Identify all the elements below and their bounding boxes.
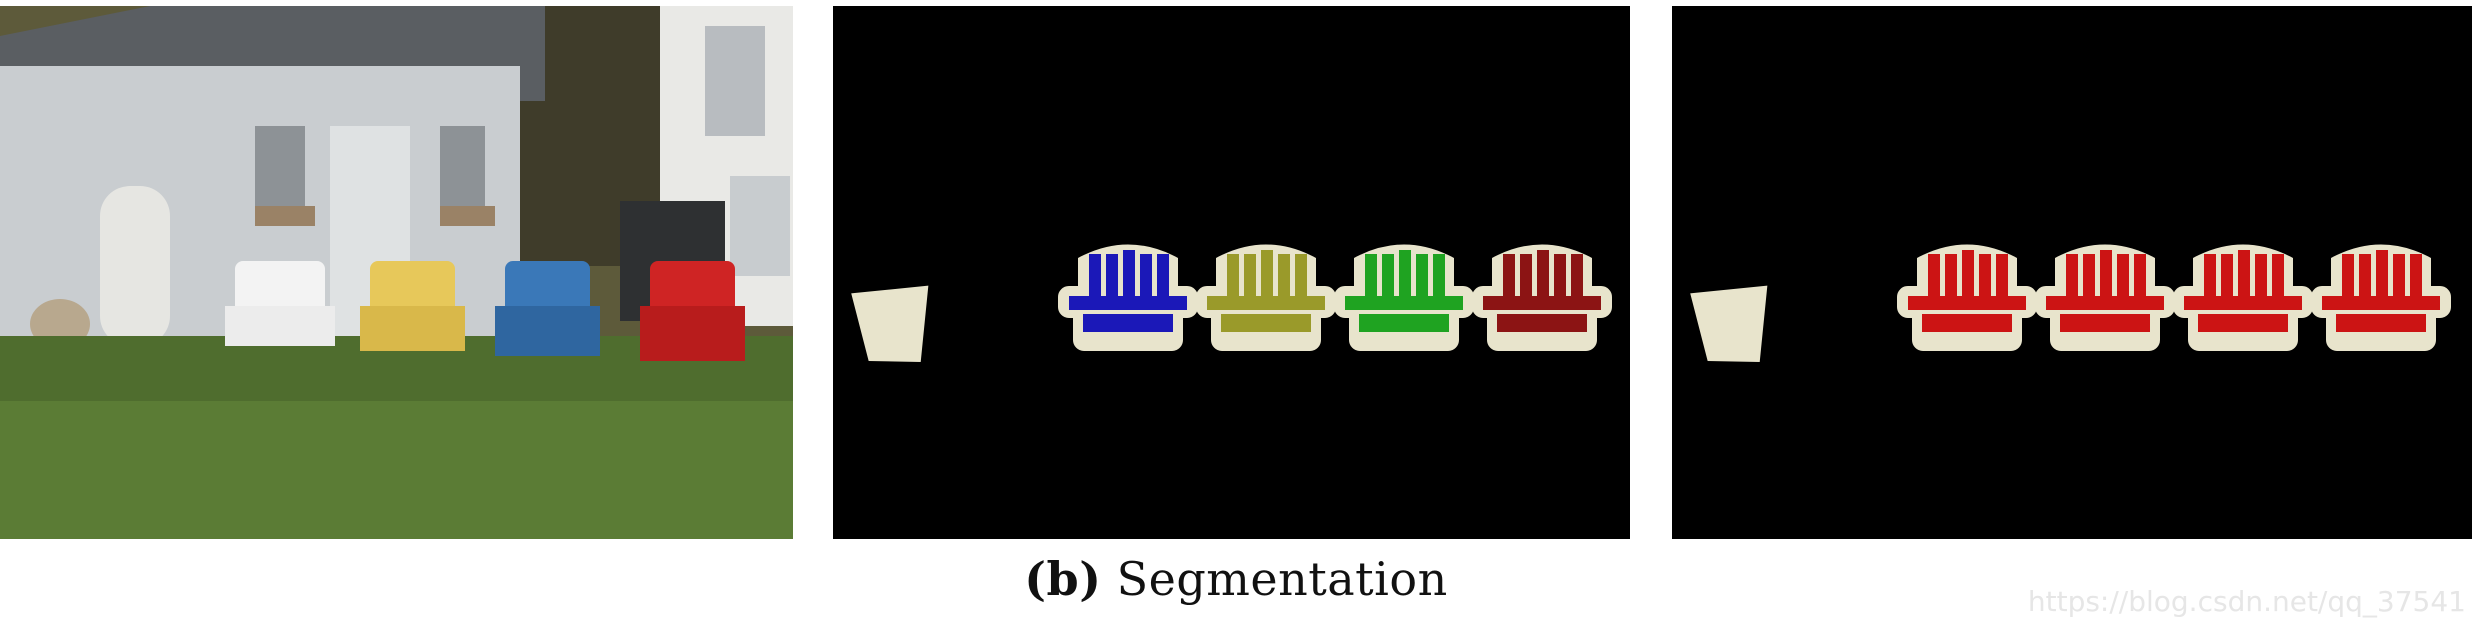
chair-instance-4 <box>1477 250 1607 347</box>
pot-instance <box>851 285 929 363</box>
chair-white <box>225 261 335 346</box>
watermark: https://blog.csdn.net/qq_37541 <box>2027 585 2466 618</box>
original-photo <box>0 6 793 539</box>
chair-red <box>640 261 745 361</box>
pot-semantic <box>1690 285 1768 363</box>
chair-semantic-1 <box>1902 250 2032 347</box>
chair-blue <box>495 261 600 356</box>
instance-mask-svg <box>851 6 1630 363</box>
chair-yellow <box>360 261 465 351</box>
chair-instance-2 <box>1201 250 1331 347</box>
instance-segmentation-mask <box>833 6 1630 539</box>
propane-tank <box>100 186 170 346</box>
chair-instance-3 <box>1339 250 1469 347</box>
chair-instances <box>1063 250 1607 347</box>
semantic-mask-svg <box>1690 6 2472 363</box>
chair-semantic <box>1902 250 2446 347</box>
photo-scene <box>0 6 793 539</box>
chair-semantic-2 <box>2040 250 2170 347</box>
chair-instance-1 <box>1063 250 1193 347</box>
chair-semantic-4 <box>2316 250 2446 347</box>
chair-semantic-3 <box>2178 250 2308 347</box>
figure-caption: (b) Segmentation <box>0 552 2472 606</box>
semantic-segmentation-mask <box>1672 6 2472 539</box>
caption-text: Segmentation <box>1116 552 1448 606</box>
caption-label: (b) <box>1024 552 1102 606</box>
